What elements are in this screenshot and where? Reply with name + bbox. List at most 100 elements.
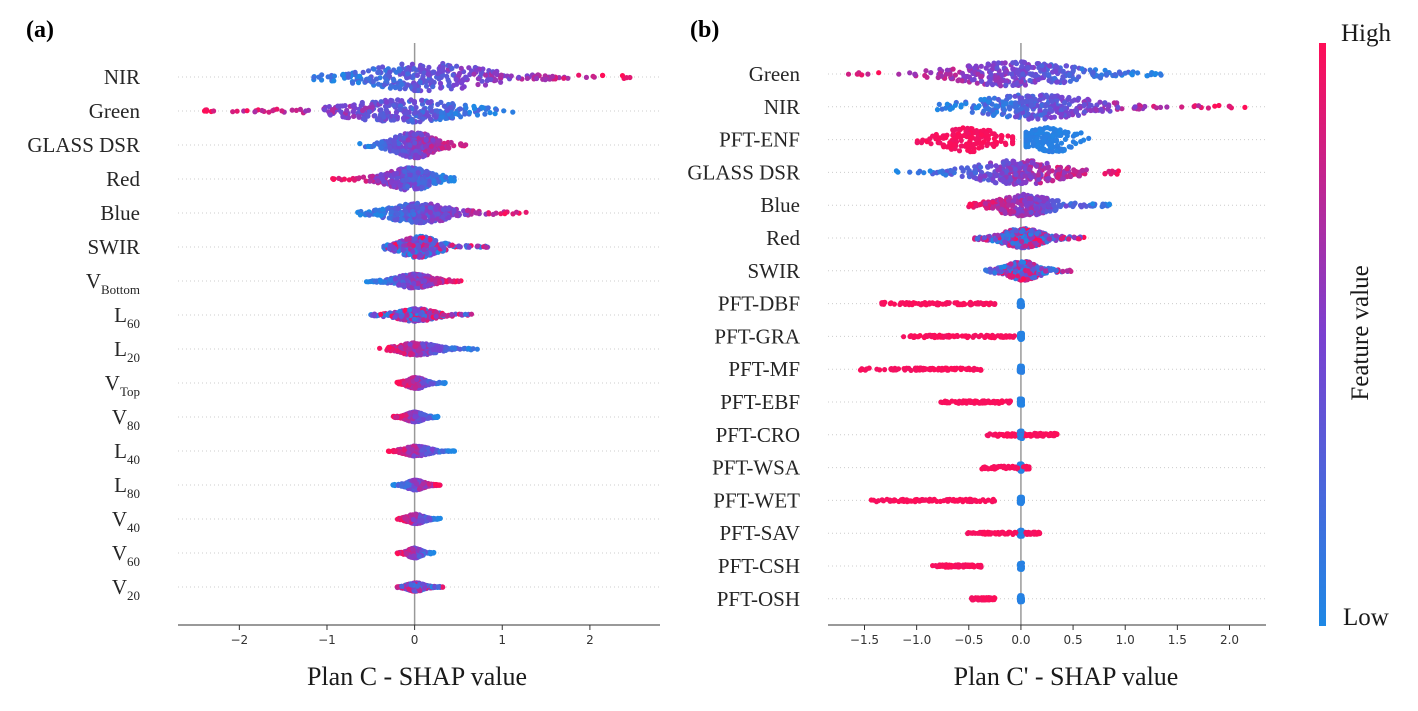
shap-point xyxy=(430,381,436,387)
shap-point xyxy=(391,117,397,123)
shap-point xyxy=(397,182,403,189)
shap-point xyxy=(534,75,540,82)
shap-point xyxy=(417,272,423,278)
shap-point xyxy=(435,101,441,107)
shap-point xyxy=(365,143,371,149)
shap-point xyxy=(444,107,450,113)
shap-point xyxy=(408,554,415,560)
shap-point xyxy=(393,109,399,115)
shap-point xyxy=(331,78,337,84)
shap-point xyxy=(411,316,418,322)
shap-point xyxy=(492,111,498,117)
shap-point xyxy=(420,341,426,347)
shap-point xyxy=(327,112,333,118)
shap-point xyxy=(410,517,416,523)
shap-point xyxy=(329,107,336,113)
shap-point xyxy=(397,106,403,112)
shap-point xyxy=(414,204,420,210)
shap-point xyxy=(401,115,407,121)
shap-point xyxy=(426,310,433,316)
shap-point xyxy=(448,175,454,181)
feature-points xyxy=(390,409,441,425)
shap-point xyxy=(403,515,409,521)
panel-a-tag: (a) xyxy=(26,17,54,43)
shap-point xyxy=(405,82,411,88)
feature-points xyxy=(357,130,469,161)
shap-point xyxy=(398,483,405,489)
shap-point xyxy=(414,376,420,382)
shap-point xyxy=(449,65,455,71)
shap-point xyxy=(402,168,408,174)
shap-point xyxy=(461,346,467,352)
shap-point xyxy=(433,206,439,212)
shap-point xyxy=(421,70,427,76)
shap-point xyxy=(409,117,415,123)
shap-point xyxy=(429,214,435,220)
shap-point xyxy=(438,85,444,91)
shap-point xyxy=(508,73,514,79)
shap-point xyxy=(583,74,590,80)
shap-point xyxy=(466,244,472,250)
shap-point xyxy=(426,342,433,348)
shap-point xyxy=(385,448,392,454)
shap-point xyxy=(355,80,362,86)
shap-point xyxy=(428,550,434,556)
shap-point xyxy=(413,481,420,487)
shap-point xyxy=(418,411,424,417)
shap-point xyxy=(392,85,398,91)
shap-point xyxy=(365,68,372,74)
shap-point xyxy=(398,313,404,319)
shap-point xyxy=(357,73,363,79)
shap-point xyxy=(458,80,464,86)
shap-point xyxy=(405,137,411,143)
shap-point xyxy=(266,109,272,115)
shap-point xyxy=(454,63,460,69)
shap-point xyxy=(404,480,410,487)
shap-point xyxy=(350,80,356,86)
shap-point xyxy=(462,311,468,317)
shap-point xyxy=(490,211,496,217)
shap-point xyxy=(438,241,444,247)
shap-point xyxy=(234,108,240,114)
shap-point xyxy=(340,114,346,120)
shap-point xyxy=(482,111,488,117)
shap-point xyxy=(423,451,430,457)
shap-point xyxy=(341,176,347,182)
shap-point xyxy=(407,307,413,313)
shap-point xyxy=(408,350,414,356)
shap-point xyxy=(395,205,402,212)
shap-point xyxy=(279,108,285,114)
shap-point xyxy=(399,216,405,222)
shap-point xyxy=(378,172,384,178)
shap-point xyxy=(421,179,427,185)
shap-point xyxy=(346,177,352,183)
shap-point xyxy=(412,308,418,314)
shap-point xyxy=(386,344,392,351)
shap-point xyxy=(403,208,409,214)
shap-point xyxy=(417,65,423,71)
feature-points xyxy=(394,511,443,527)
shap-point xyxy=(418,253,424,259)
shap-point xyxy=(466,109,473,115)
shap-point xyxy=(423,238,429,244)
shap-point xyxy=(487,110,493,116)
shap-point xyxy=(415,170,421,176)
shap-point xyxy=(498,79,504,85)
shap-point xyxy=(392,276,398,282)
shap-point xyxy=(384,99,390,105)
shap-point xyxy=(452,111,459,117)
shap-point xyxy=(399,98,405,104)
shap-point xyxy=(363,279,370,285)
shap-point xyxy=(435,202,441,208)
shap-point xyxy=(474,243,480,249)
shap-point xyxy=(400,152,406,158)
shap-point xyxy=(431,178,437,184)
shap-point xyxy=(416,486,423,492)
shap-point xyxy=(440,207,447,213)
shap-point xyxy=(407,142,413,148)
shap-point xyxy=(379,64,386,70)
shap-point xyxy=(387,242,393,248)
shap-point xyxy=(430,84,436,90)
shap-point xyxy=(411,236,418,242)
